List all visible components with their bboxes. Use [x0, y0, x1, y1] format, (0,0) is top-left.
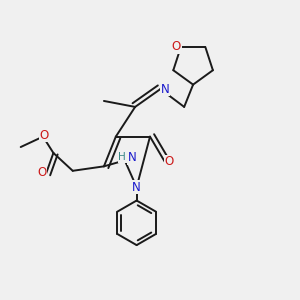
- Text: O: O: [172, 40, 181, 53]
- Text: N: N: [132, 181, 141, 194]
- Text: O: O: [37, 166, 46, 179]
- Text: O: O: [40, 129, 49, 142]
- Text: N: N: [160, 82, 169, 96]
- Text: O: O: [165, 155, 174, 168]
- Text: H: H: [118, 152, 126, 162]
- Text: N: N: [128, 151, 136, 164]
